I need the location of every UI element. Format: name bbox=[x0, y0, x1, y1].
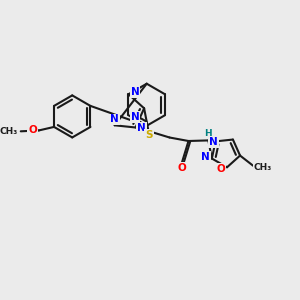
Text: N: N bbox=[110, 115, 119, 124]
Text: N: N bbox=[130, 112, 139, 122]
Text: CH₃: CH₃ bbox=[254, 163, 272, 172]
Text: O: O bbox=[28, 125, 37, 135]
Text: CH₃: CH₃ bbox=[0, 127, 18, 136]
Text: N: N bbox=[137, 122, 146, 133]
Text: O: O bbox=[178, 163, 186, 173]
Text: N: N bbox=[130, 87, 139, 97]
Text: O: O bbox=[217, 164, 226, 174]
Text: N: N bbox=[209, 137, 218, 147]
Text: H: H bbox=[205, 129, 212, 138]
Text: S: S bbox=[145, 130, 153, 140]
Text: N: N bbox=[201, 152, 210, 162]
